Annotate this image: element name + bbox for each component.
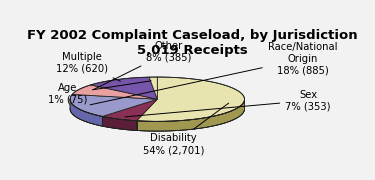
Polygon shape: [102, 99, 158, 121]
Text: Multiple
12% (620): Multiple 12% (620): [56, 52, 120, 81]
Text: Disability
54% (2,701): Disability 54% (2,701): [142, 103, 229, 155]
Polygon shape: [149, 77, 158, 99]
Text: FY 2002 Complaint Caseload, by Jurisdiction
5,019 Receipts: FY 2002 Complaint Caseload, by Jurisdict…: [27, 28, 357, 57]
Polygon shape: [136, 100, 244, 131]
Polygon shape: [72, 85, 158, 99]
Text: Race/National
Origin
18% (885): Race/National Origin 18% (885): [90, 42, 337, 105]
Polygon shape: [136, 77, 244, 121]
Text: Age
1% (75): Age 1% (75): [48, 81, 151, 104]
Polygon shape: [91, 77, 158, 99]
Text: Sex
7% (353): Sex 7% (353): [125, 90, 331, 117]
Polygon shape: [70, 99, 102, 126]
Polygon shape: [70, 99, 244, 131]
Polygon shape: [102, 116, 136, 130]
Polygon shape: [70, 94, 158, 116]
Text: Other
8% (385): Other 8% (385): [93, 41, 192, 90]
